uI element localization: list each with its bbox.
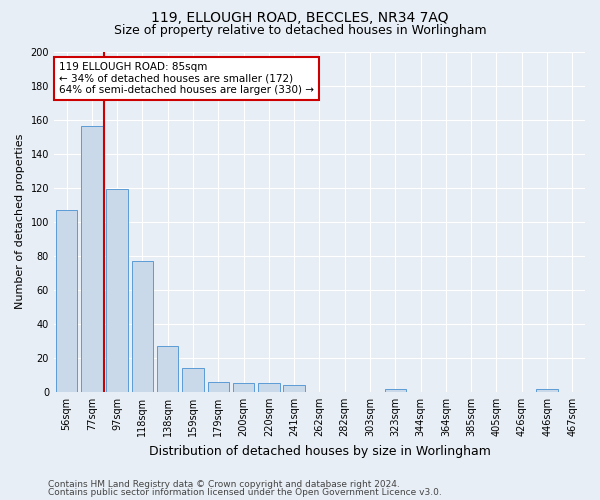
Bar [182, 368, 204, 392]
Bar [81, 126, 103, 392]
X-axis label: Distribution of detached houses by size in Worlingham: Distribution of detached houses by size … [149, 444, 490, 458]
Text: Contains HM Land Registry data © Crown copyright and database right 2024.: Contains HM Land Registry data © Crown c… [48, 480, 400, 489]
Bar [258, 384, 280, 392]
Bar [106, 190, 128, 392]
Bar [56, 210, 77, 392]
Bar [283, 385, 305, 392]
Bar [131, 261, 153, 392]
Y-axis label: Number of detached properties: Number of detached properties [15, 134, 25, 310]
Text: Contains public sector information licensed under the Open Government Licence v3: Contains public sector information licen… [48, 488, 442, 497]
Text: 119, ELLOUGH ROAD, BECCLES, NR34 7AQ: 119, ELLOUGH ROAD, BECCLES, NR34 7AQ [151, 11, 449, 25]
Bar [233, 384, 254, 392]
Text: Size of property relative to detached houses in Worlingham: Size of property relative to detached ho… [113, 24, 487, 37]
Bar [536, 388, 558, 392]
Bar [208, 382, 229, 392]
Bar [157, 346, 178, 392]
Text: 119 ELLOUGH ROAD: 85sqm
← 34% of detached houses are smaller (172)
64% of semi-d: 119 ELLOUGH ROAD: 85sqm ← 34% of detache… [59, 62, 314, 95]
Bar [385, 388, 406, 392]
